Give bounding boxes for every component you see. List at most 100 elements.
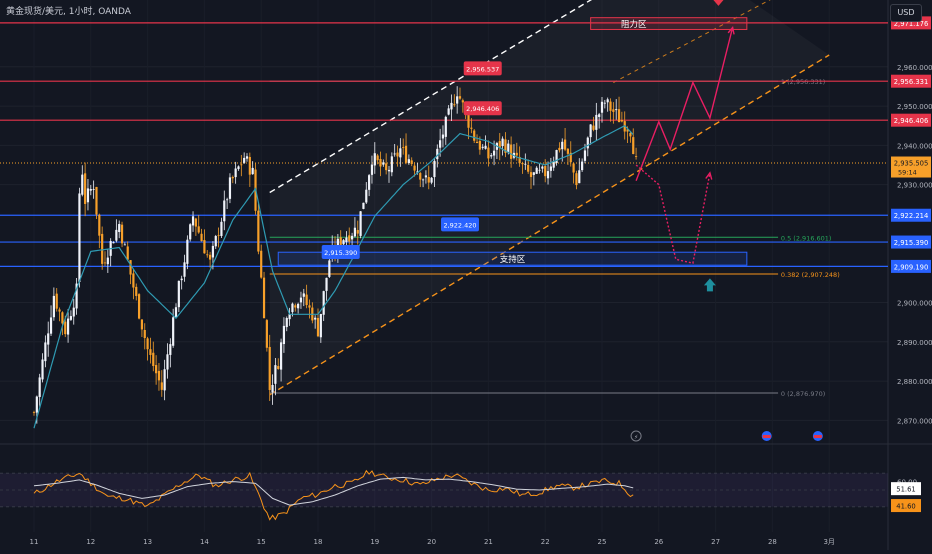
current-price-tag-bg [891,156,931,178]
candle-body [86,188,90,203]
candle-body [521,162,524,165]
candle-body [245,156,249,159]
candle-body [518,156,521,164]
candle-body [501,138,504,147]
candle-body [481,146,484,148]
candle-body [359,211,362,236]
candle-body [447,108,450,115]
candle-body [248,156,251,175]
candle-body [558,147,561,151]
candle-body [492,150,496,156]
candle-countdown: 59:14 [898,169,917,177]
candle-body [600,101,604,113]
candle-body [552,161,555,168]
candle-body [169,344,172,355]
candle-body [208,254,212,260]
up-arrow-icon [703,278,716,292]
price-callout-box [441,217,479,232]
candle-body [458,96,462,99]
candle-body [370,164,374,175]
candle-body [441,134,445,139]
price-callout-label: 2,922.420 [443,221,476,229]
candle-body [419,173,422,180]
price-callout-label: 2,915.390 [324,249,357,257]
candle-body [237,166,240,170]
price-callout-box [321,245,360,260]
price-tick-label: 2,870.000 [897,417,932,425]
projections [635,0,735,292]
currency-button[interactable]: USD [890,4,922,22]
candle-body [38,377,41,397]
lightning-icon [630,430,642,442]
candle-body [609,101,612,111]
candle-body [123,244,126,246]
candle-body [444,116,447,137]
candle-body [69,316,73,320]
resistance-price-tag: 2,971.176 [894,20,929,28]
time-tick-label: 19 [370,538,379,546]
time-tick-label: 15 [257,538,266,546]
candle-body [174,307,178,318]
candle-body [78,193,81,282]
channel-lower-line [269,54,830,396]
candle-body [84,173,87,204]
candle-body [132,273,135,288]
candle-body [586,137,589,149]
candle-body [44,342,47,362]
candle-body [143,330,146,339]
candle-body [186,239,189,264]
fib-level-label: 1 (2,956.331) [781,78,825,86]
time-tick-label: 22 [541,538,550,546]
candle-body [285,318,288,328]
candle-body [581,161,584,171]
support-price-tag: 2,915.390 [894,239,929,247]
support-zone [277,251,748,266]
candle-body [535,167,538,174]
bullish-projection [635,27,734,181]
candle-body [615,109,618,111]
candle-body [487,147,490,159]
candle-body [524,163,527,165]
candle-body [424,175,428,178]
down-arrow-icon [713,0,724,6]
time-axis: 11 12 13 14 15 18 19 20 21 22 25 26 27 28 3月 [30,538,835,546]
candle-body [376,155,379,161]
candle-body [342,240,345,245]
candle-body [348,235,351,242]
candle-body [632,137,635,155]
candle-body [35,396,38,413]
candle-body [575,173,578,186]
candle-body [328,260,331,277]
candle-body [189,224,192,240]
candle-body [549,166,552,171]
candle-body [393,153,396,155]
candle-body [297,303,300,309]
candle-body [240,164,243,166]
candle-body [546,171,550,179]
candle-body [350,235,354,240]
candle-body [572,163,575,173]
candle-body [603,102,606,104]
channel-top-extension [613,0,771,83]
candle-body [566,148,570,154]
rsi-value: 41.60 [896,503,915,511]
support-price-tag: 2,909.190 [894,263,929,271]
candle-body [416,171,419,173]
candle-body [149,349,152,355]
candle-body [316,317,320,337]
candle-body [137,294,141,319]
support-price-tag-bg [891,208,931,222]
price-callout-label: 2,956.537 [466,65,499,73]
resistance-price-tag-bg [891,113,931,127]
candle-body [52,295,55,318]
candle-body [194,218,197,227]
candle-body [217,234,220,236]
candle-body [430,177,433,183]
price-tick-label: 2,950.000 [897,103,932,111]
symbol-title: 黄金现货/美元, 1小时, OANDA [6,7,131,17]
price-tick-label: 2,900.000 [897,300,932,308]
candle-body [555,150,558,163]
